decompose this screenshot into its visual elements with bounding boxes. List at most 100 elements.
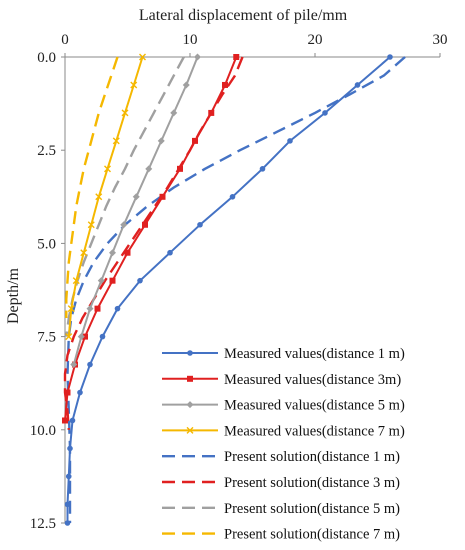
series-line [66,56,391,523]
data-point [132,193,140,201]
data-point [70,361,78,369]
legend-marker [186,426,194,434]
data-point [157,137,165,145]
data-point [65,333,73,341]
legend-label: Present solution(distance 1 m) [224,449,400,465]
data-point [77,333,85,341]
x-tick-label: 30 [433,32,448,48]
y-tick-label: 2.5 [37,143,56,159]
y-tick-label: 0.0 [37,50,56,66]
legend-label: Present solution(distance 5 m) [224,501,400,517]
series-measured-values-distance-1-m [64,54,393,526]
data-point [192,137,198,144]
data-point [114,305,121,312]
series-present-solution-distance-7-m [65,56,119,318]
series-measured-values-distance-5-m [70,53,201,369]
data-point [194,53,201,61]
series-line [64,56,238,421]
data-point [104,165,111,173]
x-axis-title: Lateral displacement of pile/mm [139,7,348,24]
data-point [109,249,116,257]
data-point [77,389,83,396]
data-point [82,333,88,340]
legend-item: Measured values(distance 7 m) [162,423,405,439]
data-point [137,277,143,284]
y-tick-label: 10.0 [30,423,56,439]
data-point [64,501,71,508]
data-point [72,277,80,285]
data-point [182,81,190,89]
data-point [208,109,215,116]
y-tick-label: 12.5 [30,516,56,532]
data-point [130,81,138,89]
data-point [86,305,94,313]
data-point [124,249,131,256]
data-point [67,305,75,313]
data-point [87,221,95,229]
data-point [222,81,228,88]
x-tick-label: 0 [61,32,69,48]
data-point [112,137,120,145]
legend-label: Measured values(distance 3m) [224,372,401,388]
data-point [322,110,328,116]
legend-item: Measured values(distance 5 m) [162,398,405,414]
legend-marker [186,401,194,409]
series-present-solution-distance-5-m [65,56,185,337]
data-point [167,249,173,256]
data-point [177,165,183,172]
data-point [80,249,88,257]
legend-item: Present solution(distance 5 m) [162,501,400,517]
data-point [159,193,166,200]
series-present-solution-distance-1-m [66,56,406,523]
series-line [72,56,199,365]
data-point [94,305,101,312]
data-point [145,165,153,173]
legend-item: Measured values(distance 1 m) [162,346,405,362]
data-point [259,166,266,172]
x-tick-label: 20 [308,32,323,48]
data-point [139,53,146,61]
legend: Measured values(distance 1 m) Measured va… [150,340,462,548]
legend-label: Present solution(distance 7 m) [224,527,400,543]
legend-background [150,340,462,548]
data-point [65,473,72,480]
data-point [87,361,93,368]
legend-marker [187,375,193,382]
legend-label: Measured values(distance 1 m) [224,346,405,362]
data-point [97,277,105,285]
plot-series [62,53,406,526]
legend-item: Present solution(distance 3 m) [162,475,400,491]
series-line [66,56,406,523]
y-axis-title: Depth/m [5,267,22,324]
data-point [95,193,103,201]
legend-item: Present solution(distance 1 m) [162,449,400,465]
x-tick-label: 10 [183,32,198,48]
data-point [109,277,116,284]
data-point [142,221,148,228]
legend-item: Measured values(distance 3m) [162,372,401,388]
data-point [170,109,178,117]
series-line [65,56,185,337]
data-point [287,138,293,144]
data-point [99,333,106,340]
data-point [354,82,361,88]
x-axis-ticks: 0 10 20 30 [61,32,448,57]
y-tick-label: 5.0 [37,236,56,252]
legend-marker [187,350,193,356]
data-point [233,54,240,60]
data-point [67,445,73,452]
data-point [197,221,203,228]
data-point [387,54,393,60]
data-point [64,520,71,526]
data-point [229,194,236,200]
legend-item: Present solution(distance 7 m) [162,527,400,543]
data-point [62,417,68,424]
series-measured-values-distance-7-m [65,53,146,341]
data-point [121,109,129,117]
y-tick-label: 7.5 [37,330,56,346]
data-point [69,417,76,424]
legend-label: Measured values(distance 5 m) [224,398,405,414]
data-point [120,221,128,229]
data-point [64,389,71,396]
